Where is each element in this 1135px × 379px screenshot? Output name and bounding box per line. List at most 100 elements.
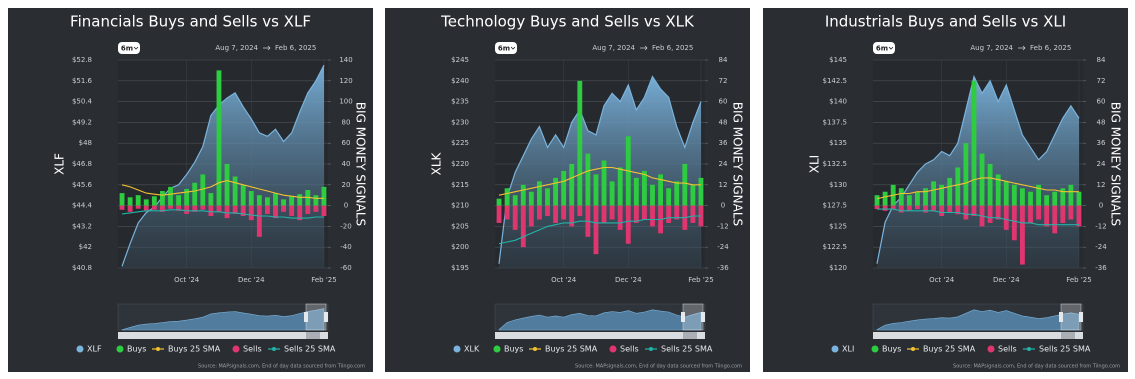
- signal-bar: [979, 153, 985, 206]
- legend-label[interactable]: Buys: [882, 345, 901, 354]
- signal-bar: [1076, 205, 1082, 227]
- y2-tick-label: -40: [340, 243, 351, 251]
- navigator-handle[interactable]: [681, 312, 685, 322]
- legend-marker: [493, 345, 501, 353]
- signal-bar: [240, 184, 246, 206]
- sma-line: [121, 180, 324, 199]
- chart-panel: Financials Buys and Sells vs XLF 6m Aug 7,…: [8, 8, 373, 372]
- legend-label[interactable]: Sells: [243, 345, 262, 354]
- date-from: Aug 7, 2024: [970, 44, 1013, 52]
- legend-label[interactable]: Buys 25 SMA: [168, 345, 221, 354]
- signal-bar: [601, 160, 607, 206]
- signal-bar: [569, 205, 575, 227]
- date-from: Aug 7, 2024: [592, 44, 635, 52]
- y2-tick-label: 0: [1099, 202, 1103, 210]
- legend-label[interactable]: Sells 25 SMA: [284, 345, 336, 354]
- legend-label[interactable]: XLF: [87, 345, 102, 354]
- signal-bar: [224, 164, 230, 206]
- y-tick-label: $48: [79, 139, 92, 147]
- legend-label[interactable]: Sells: [998, 345, 1017, 354]
- signal-bar: [208, 205, 214, 216]
- signal-bar: [281, 205, 286, 212]
- signal-bar: [1020, 205, 1025, 265]
- range-button-caret: [888, 46, 894, 50]
- navigator-window[interactable]: [682, 303, 704, 331]
- legend-label[interactable]: XLK: [464, 345, 480, 354]
- navigator-handle[interactable]: [701, 312, 705, 322]
- scrollbar[interactable]: [873, 332, 1083, 339]
- y-tick-label: $220: [451, 160, 469, 168]
- signal-bar: [1076, 191, 1082, 206]
- signal-bar: [593, 205, 599, 255]
- navigator-handle[interactable]: [1079, 312, 1083, 322]
- range-button[interactable]: [495, 42, 517, 54]
- signal-bar: [1003, 205, 1009, 230]
- legend-marker: [987, 345, 995, 353]
- signal-bar: [682, 164, 688, 206]
- legend-label[interactable]: Sells 25 SMA: [1039, 345, 1091, 354]
- navigator-handle[interactable]: [1059, 312, 1063, 322]
- signal-bar: [135, 205, 141, 209]
- legend-label[interactable]: Sells 25 SMA: [661, 345, 713, 354]
- signal-bar: [273, 205, 278, 219]
- range-button[interactable]: [873, 42, 895, 54]
- legend-label[interactable]: Buys: [504, 345, 523, 354]
- signal-bar: [698, 177, 704, 206]
- scrollbar-thumb[interactable]: [306, 332, 320, 339]
- navigator-window[interactable]: [305, 303, 327, 331]
- y2-tick-label: 84: [719, 56, 728, 64]
- signal-bar: [216, 70, 222, 206]
- navigator-handle[interactable]: [304, 312, 308, 322]
- scrollbar[interactable]: [495, 332, 705, 339]
- signal-bar: [265, 205, 270, 214]
- signal-bar: [248, 191, 254, 206]
- signal-bar: [617, 205, 623, 230]
- scrollbar-thumb[interactable]: [683, 332, 697, 339]
- navigator-window[interactable]: [1060, 303, 1082, 331]
- legend-label[interactable]: Buys 25 SMA: [923, 345, 976, 354]
- legend-marker: [76, 345, 84, 353]
- signal-bar: [321, 205, 327, 216]
- signal-bar: [650, 184, 655, 206]
- signal-bar: [305, 205, 311, 214]
- y2-tick-label: 120: [339, 77, 352, 85]
- range-button[interactable]: [118, 42, 140, 54]
- signal-bar: [963, 205, 969, 220]
- signal-bar: [256, 195, 262, 206]
- signal-bar: [537, 205, 542, 220]
- scrollbar[interactable]: [118, 332, 328, 339]
- signal-bar: [160, 205, 165, 212]
- signal-bar: [1068, 184, 1074, 206]
- scrollbar-thumb[interactable]: [1061, 332, 1075, 339]
- range-button-label[interactable]: 6m: [876, 45, 888, 53]
- legend-label[interactable]: Buys: [127, 345, 146, 354]
- range-button-label[interactable]: 6m: [498, 45, 510, 53]
- signal-bar: [135, 195, 141, 206]
- y2-tick-label: -36: [1095, 264, 1107, 272]
- legend-label[interactable]: Sells: [620, 345, 639, 354]
- range-button-label[interactable]: 6m: [121, 45, 133, 53]
- y-tick-label: $142.5: [823, 77, 848, 85]
- navigator-handle[interactable]: [324, 312, 328, 322]
- signal-bar: [520, 184, 526, 206]
- signal-bar: [184, 205, 190, 214]
- signal-bar: [520, 205, 526, 248]
- x-tick-label: Dec '24: [993, 276, 1020, 284]
- signal-bar: [168, 205, 173, 209]
- y-tick-label: $122.5: [823, 243, 848, 251]
- legend-label[interactable]: Buys 25 SMA: [545, 345, 598, 354]
- legend-label[interactable]: XLI: [842, 345, 854, 354]
- y-tick-label: $200: [451, 243, 469, 251]
- signal-bar: [545, 205, 550, 216]
- signal-bar: [939, 205, 945, 216]
- sma-line: [877, 208, 1079, 226]
- signal-bar: [593, 174, 599, 206]
- range-button-caret: [133, 46, 139, 50]
- signal-bar: [633, 177, 639, 206]
- x-tick-label: Feb '25: [1066, 276, 1091, 284]
- signal-bar: [127, 197, 133, 206]
- chart-panel: Industrials Buys and Sells vs XLI 6m Aug 7…: [763, 8, 1128, 372]
- signal-bar: [208, 193, 214, 206]
- y2-tick-label: 60: [1097, 98, 1106, 106]
- y2-tick-label: 36: [1097, 139, 1106, 147]
